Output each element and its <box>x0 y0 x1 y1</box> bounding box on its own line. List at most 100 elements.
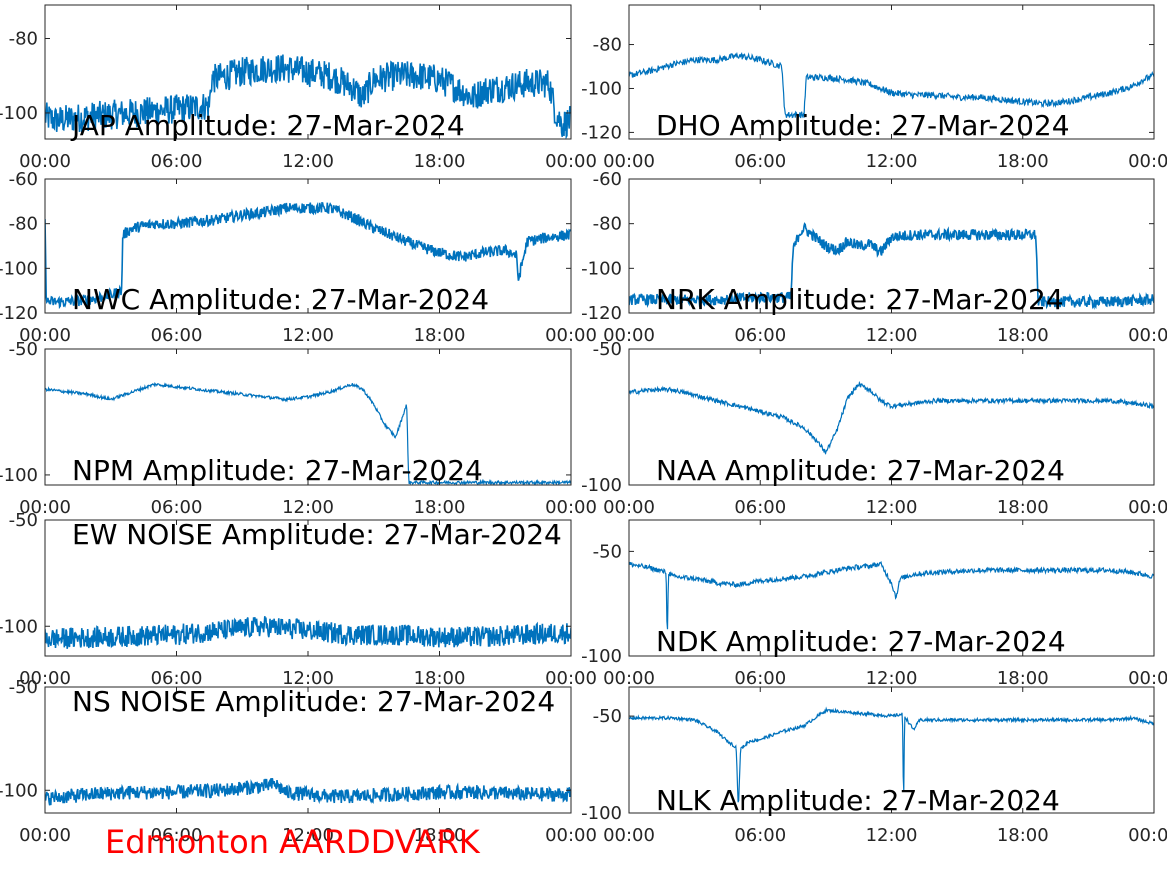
x-tick-label: 00:00 <box>1128 497 1167 518</box>
y-tick-label: -80 <box>9 29 38 50</box>
y-tick-label: -50 <box>9 339 38 360</box>
panel-title: NLK Amplitude: 27-Mar-2024 <box>656 784 1060 817</box>
x-tick-label: 06:00 <box>151 668 203 689</box>
series-line <box>45 382 571 485</box>
x-tick-label: 00:00 <box>545 497 597 518</box>
x-tick-label: 06:00 <box>734 325 786 346</box>
panel-title: NDK Amplitude: 27-Mar-2024 <box>656 625 1066 658</box>
panel-title: JAP Amplitude: 27-Mar-2024 <box>70 109 465 142</box>
panel-title: DHO Amplitude: 27-Mar-2024 <box>656 109 1070 142</box>
panel-title: NRK Amplitude: 27-Mar-2024 <box>656 283 1064 316</box>
series-line <box>45 616 571 649</box>
x-tick-label: 00:00 <box>19 325 71 346</box>
x-tick-label: 18:00 <box>414 497 466 518</box>
x-tick-label: 00:00 <box>603 325 655 346</box>
panels-group: 00:00 06:00 12:00 18:00 00:00 -80 -100 JAP Ampl… <box>0 4 1167 846</box>
x-tick-label: 18:00 <box>997 825 1049 846</box>
x-tick-label: 00:00 <box>603 497 655 518</box>
x-tick-label: 00:00 <box>1128 668 1167 689</box>
y-tick-label: -60 <box>593 169 622 190</box>
y-tick-label: -100 <box>0 465 38 486</box>
x-tick-label: 00:00 <box>545 151 597 172</box>
y-tick-label: -100 <box>581 475 622 496</box>
panel-title: NPM Amplitude: 27-Mar-2024 <box>72 454 483 487</box>
x-tick-label: 12:00 <box>282 825 334 846</box>
panel-6: 00:00 06:00 12:00 18:00 00:00 -50 -100 NAA Ampl… <box>581 339 1167 518</box>
y-tick-label: -100 <box>0 616 38 637</box>
x-tick-label: 00:00 <box>603 151 655 172</box>
x-tick-label: 00:00 <box>1128 325 1167 346</box>
x-tick-label: 00:00 <box>545 668 597 689</box>
series-line <box>629 51 1154 119</box>
x-tick-label: 12:00 <box>866 668 918 689</box>
y-tick-label: -80 <box>593 214 622 235</box>
panel-1: 00:00 06:00 12:00 18:00 00:00 -80 -100 JAP Ampl… <box>0 4 597 172</box>
panel-title: NWC Amplitude: 27-Mar-2024 <box>72 283 489 316</box>
panel-2: 00:00 06:00 12:00 18:00 00:00 -80 -100 -120 DHO … <box>581 4 1167 172</box>
x-tick-label: 18:00 <box>414 151 466 172</box>
panel-title: NS NOISE Amplitude: 27-Mar-2024 <box>72 685 555 718</box>
x-tick-label: 00:00 <box>19 151 71 172</box>
x-tick-label: 00:00 <box>1128 825 1167 846</box>
y-tick-label: -80 <box>9 214 38 235</box>
x-tick-label: 18:00 <box>414 668 466 689</box>
series-line <box>45 54 571 139</box>
y-tick-label: -50 <box>9 510 38 531</box>
x-tick-label: 18:00 <box>997 325 1049 346</box>
x-tick-label: 00:00 <box>603 668 655 689</box>
x-tick-label: 00:00 <box>19 497 71 518</box>
panel-4: 00:00 06:00 12:00 18:00 00:00 -60 -80 -100 -120 N… <box>581 169 1167 346</box>
y-tick-label: -100 <box>581 78 622 99</box>
x-tick-label: 00:00 <box>19 668 71 689</box>
footer-label: Edmonton AARDDVARK <box>105 823 481 861</box>
series-line <box>629 380 1154 455</box>
y-tick-label: -120 <box>0 303 38 324</box>
series-line <box>629 560 1154 630</box>
panel-10: 00:00 06:00 12:00 18:00 00:00 -50 -100 NLK Ampl… <box>581 686 1167 846</box>
x-tick-label: 00:00 <box>545 825 597 846</box>
x-tick-label: 00:00 <box>1128 151 1167 172</box>
panel-title: EW NOISE Amplitude: 27-Mar-2024 <box>72 518 562 551</box>
panel-7: 00:00 06:00 12:00 18:00 00:00 -50 -100 EW NOISE… <box>0 510 597 689</box>
series-line <box>45 777 571 806</box>
panel-8: 00:00 06:00 12:00 18:00 00:00 -50 -100 NDK Ampl… <box>581 519 1167 689</box>
panel-9: 00:00 06:00 12:00 18:00 00:00 -50 -100 NS NOISE… <box>0 677 597 846</box>
y-tick-label: -100 <box>581 803 622 824</box>
y-tick-label: -100 <box>581 258 622 279</box>
y-tick-label: -120 <box>581 303 622 324</box>
x-tick-label: 12:00 <box>282 497 334 518</box>
x-tick-label: 06:00 <box>151 325 203 346</box>
series-line <box>45 201 571 310</box>
y-tick-label: -100 <box>581 646 622 667</box>
y-tick-label: -120 <box>581 122 622 143</box>
y-tick-label: -100 <box>0 258 38 279</box>
x-tick-label: 00:00 <box>19 825 71 846</box>
y-tick-label: -60 <box>9 169 38 190</box>
x-tick-label: 12:00 <box>282 668 334 689</box>
x-tick-label: 00:00 <box>545 325 597 346</box>
y-tick-label: -100 <box>0 780 38 801</box>
x-tick-label: 06:00 <box>734 668 786 689</box>
x-tick-label: 06:00 <box>734 151 786 172</box>
x-tick-label: 12:00 <box>866 825 918 846</box>
x-tick-label: 12:00 <box>282 325 334 346</box>
panel-3: 00:00 06:00 12:00 18:00 00:00 -60 -80 -100 -120 N… <box>0 169 597 346</box>
y-tick-label: -50 <box>593 706 622 727</box>
panel-5: 00:00 06:00 12:00 18:00 00:00 -50 -100 NPM Ampl… <box>0 339 597 518</box>
x-tick-label: 12:00 <box>866 151 918 172</box>
y-tick-label: -50 <box>593 339 622 360</box>
y-tick-label: -50 <box>9 677 38 698</box>
x-tick-label: 06:00 <box>734 825 786 846</box>
panel-title: NAA Amplitude: 27-Mar-2024 <box>656 454 1065 487</box>
x-tick-label: 06:00 <box>151 497 203 518</box>
x-tick-label: 06:00 <box>151 825 203 846</box>
x-tick-label: 18:00 <box>997 497 1049 518</box>
x-tick-label: 12:00 <box>866 325 918 346</box>
x-tick-label: 06:00 <box>151 151 203 172</box>
y-tick-label: -80 <box>593 35 622 56</box>
x-tick-label: 18:00 <box>997 151 1049 172</box>
x-tick-label: 06:00 <box>734 497 786 518</box>
series-line <box>629 706 1154 803</box>
